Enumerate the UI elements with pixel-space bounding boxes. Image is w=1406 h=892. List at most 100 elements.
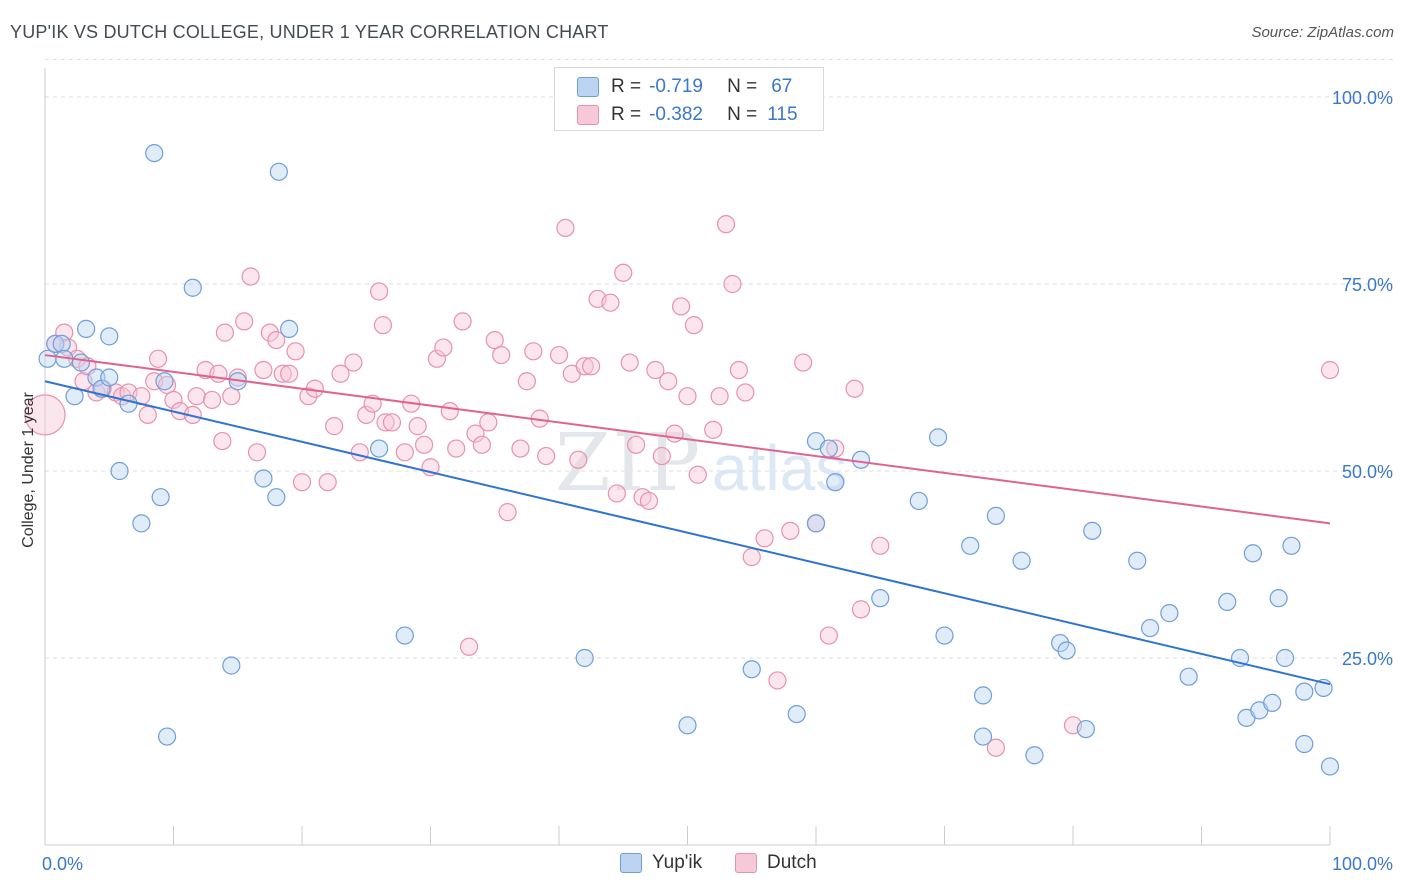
yupik-point — [395, 626, 414, 645]
dutch-point — [511, 439, 530, 458]
y-tick-label: 25.0% — [1342, 649, 1393, 669]
y-tick-label: 100.0% — [1332, 88, 1393, 108]
yupik-swatch — [577, 77, 599, 97]
legend-n-value: 67 — [771, 76, 793, 97]
dutch-point — [781, 521, 800, 540]
dutch-point — [299, 387, 318, 406]
tick-labels: 25.0% 50.0% 75.0% 100.0% 0.0% 100.0% — [42, 88, 1393, 874]
dutch-point — [286, 342, 305, 361]
dutch-point — [148, 349, 168, 368]
yupik-point — [145, 144, 164, 163]
dutch-point — [222, 387, 241, 406]
yupik-point — [1320, 757, 1340, 776]
yupik-point — [1263, 693, 1282, 712]
dutch-point — [582, 357, 601, 376]
dutch-point — [626, 435, 646, 454]
yupik-point — [1160, 604, 1179, 623]
dutch-point — [466, 424, 485, 443]
yupik-point — [826, 473, 845, 492]
dutch-point — [537, 446, 556, 466]
yupik-point — [1083, 521, 1102, 540]
yupik-point — [100, 368, 119, 387]
trend-lines — [44, 354, 1331, 686]
yupik-point — [46, 334, 65, 353]
watermark: ZIP atlas — [555, 416, 847, 509]
yupik-point — [222, 656, 241, 675]
dutch-point — [373, 316, 393, 335]
dutch-point — [292, 473, 312, 492]
dutch-point — [794, 353, 813, 372]
dutch-point — [138, 405, 157, 424]
dutch-point — [459, 637, 479, 656]
yupik-point — [961, 536, 980, 555]
dutch-point — [213, 431, 232, 451]
dutch-point — [164, 390, 183, 410]
dutch-point — [247, 443, 267, 462]
dutch-point — [492, 345, 511, 365]
dutch-point — [235, 312, 254, 331]
dutch-trend-line — [44, 354, 1331, 525]
dutch-point — [652, 446, 671, 466]
dutch-point — [395, 443, 414, 462]
dutch-point — [736, 383, 755, 402]
dutch-point — [447, 439, 466, 458]
yupik-point — [678, 716, 697, 735]
yupik-point — [928, 428, 948, 447]
yupik-point — [806, 514, 826, 533]
yupik-point — [155, 372, 174, 391]
yupik-point — [100, 327, 119, 346]
yupik-point — [151, 488, 170, 507]
dutch-point — [742, 547, 761, 567]
dutch-point — [187, 387, 206, 406]
yupik-point — [742, 660, 761, 679]
bottom-legend-label: Dutch — [767, 852, 817, 873]
dutch-point — [209, 364, 228, 383]
yupik-point — [1243, 544, 1263, 563]
dutch-point — [472, 435, 491, 454]
yupik-point — [1295, 682, 1314, 701]
yupik-point — [110, 461, 129, 481]
x-tick-label: 0.0% — [42, 854, 83, 874]
dutch-point — [318, 473, 337, 492]
dutch-swatch — [735, 853, 757, 873]
dutch-point — [498, 503, 517, 522]
dutch-point — [755, 529, 774, 548]
yupik-point — [71, 353, 91, 372]
dutch-point — [620, 353, 639, 372]
dutch-point — [434, 338, 453, 357]
dutch-point — [350, 443, 369, 462]
yupik-point — [1012, 551, 1031, 570]
legend-r-value: -0.719 — [649, 76, 703, 97]
yupik-point — [787, 704, 806, 724]
dutch-point — [646, 360, 665, 380]
yupik-point — [1218, 592, 1237, 612]
dutch-point — [678, 387, 697, 406]
yupik-point — [269, 162, 288, 181]
legend-n-value: 115 — [767, 104, 798, 125]
dutch-point — [325, 417, 344, 436]
dutch-point — [344, 353, 363, 372]
dutch-point — [1320, 360, 1340, 380]
yupik-point — [1275, 648, 1295, 668]
dutch-point — [704, 420, 723, 439]
yupik-point — [1076, 719, 1095, 739]
dutch-point — [215, 323, 234, 342]
dutch-point — [845, 379, 864, 398]
dutch-point — [273, 364, 292, 383]
axes — [44, 68, 1331, 846]
dutch-point — [659, 372, 678, 391]
dutch-point — [524, 342, 543, 361]
legend-r-label: R = — [611, 76, 642, 97]
y-tick-label: 50.0% — [1342, 462, 1393, 482]
stats-legend: R = -0.719 N = 67 R = -0.382 N = 115 — [554, 67, 824, 131]
yupik-point — [280, 319, 299, 338]
yupik-point — [575, 648, 594, 668]
yupik-points — [38, 144, 1340, 776]
dutch-point — [414, 435, 434, 454]
watermark-atlas: atlas — [712, 432, 847, 504]
yupik-trend-line — [44, 380, 1331, 686]
dutch-point — [549, 345, 569, 365]
yupik-point — [1128, 551, 1147, 570]
yupik-swatch — [620, 853, 642, 873]
